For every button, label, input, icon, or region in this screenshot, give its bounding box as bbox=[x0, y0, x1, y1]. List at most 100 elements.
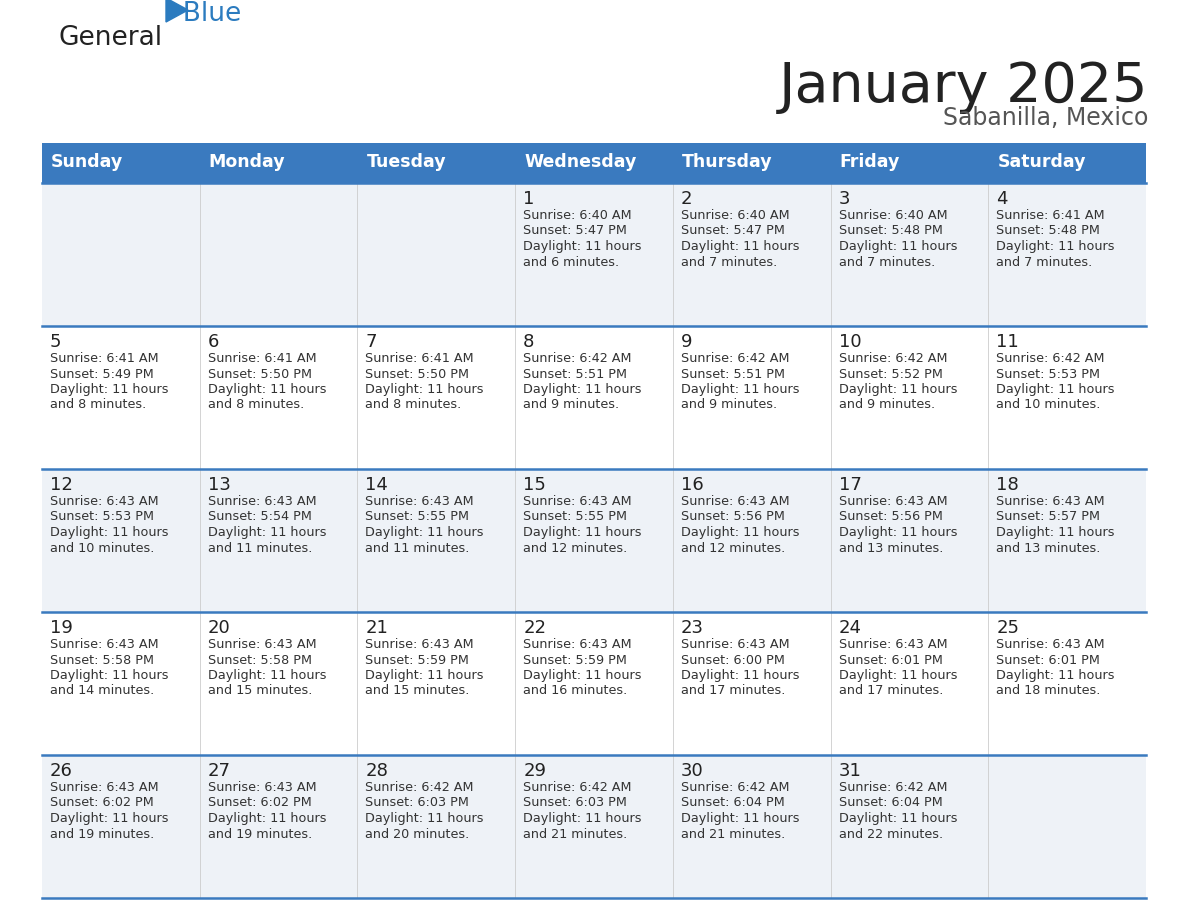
Text: 19: 19 bbox=[50, 619, 72, 637]
Text: 14: 14 bbox=[366, 476, 388, 494]
Bar bbox=[42, 183, 1146, 326]
Text: Sunset: 5:53 PM: Sunset: 5:53 PM bbox=[997, 367, 1100, 380]
Text: and 18 minutes.: and 18 minutes. bbox=[997, 685, 1100, 698]
Text: Sunset: 6:03 PM: Sunset: 6:03 PM bbox=[366, 797, 469, 810]
Text: Daylight: 11 hours: Daylight: 11 hours bbox=[839, 812, 958, 825]
Text: Daylight: 11 hours: Daylight: 11 hours bbox=[839, 383, 958, 396]
Text: 31: 31 bbox=[839, 762, 861, 780]
Text: Sunset: 6:01 PM: Sunset: 6:01 PM bbox=[839, 654, 942, 666]
Polygon shape bbox=[166, 0, 188, 22]
Text: Daylight: 11 hours: Daylight: 11 hours bbox=[997, 383, 1114, 396]
Text: Daylight: 11 hours: Daylight: 11 hours bbox=[681, 812, 800, 825]
Text: Sunrise: 6:43 AM: Sunrise: 6:43 AM bbox=[208, 781, 316, 794]
Text: 5: 5 bbox=[50, 333, 62, 351]
Text: Daylight: 11 hours: Daylight: 11 hours bbox=[366, 383, 484, 396]
Text: Sunrise: 6:43 AM: Sunrise: 6:43 AM bbox=[523, 495, 632, 508]
Bar bbox=[516, 143, 672, 183]
Text: Daylight: 11 hours: Daylight: 11 hours bbox=[208, 383, 327, 396]
Text: Daylight: 11 hours: Daylight: 11 hours bbox=[50, 526, 169, 539]
Text: Daylight: 11 hours: Daylight: 11 hours bbox=[523, 669, 642, 682]
Text: 8: 8 bbox=[523, 333, 535, 351]
Text: Sunset: 5:59 PM: Sunset: 5:59 PM bbox=[523, 654, 627, 666]
Text: and 19 minutes.: and 19 minutes. bbox=[50, 827, 154, 841]
Text: 18: 18 bbox=[997, 476, 1019, 494]
Bar bbox=[42, 143, 200, 183]
Text: Sunrise: 6:41 AM: Sunrise: 6:41 AM bbox=[366, 352, 474, 365]
Text: Thursday: Thursday bbox=[682, 153, 772, 171]
Text: 20: 20 bbox=[208, 619, 230, 637]
Bar bbox=[42, 469, 1146, 612]
Text: Sunday: Sunday bbox=[51, 153, 124, 171]
Text: Daylight: 11 hours: Daylight: 11 hours bbox=[681, 669, 800, 682]
Text: Daylight: 11 hours: Daylight: 11 hours bbox=[839, 240, 958, 253]
Text: and 22 minutes.: and 22 minutes. bbox=[839, 827, 943, 841]
Text: Sunrise: 6:43 AM: Sunrise: 6:43 AM bbox=[681, 638, 790, 651]
Text: Sunset: 5:50 PM: Sunset: 5:50 PM bbox=[208, 367, 311, 380]
Text: 25: 25 bbox=[997, 619, 1019, 637]
Text: 21: 21 bbox=[366, 619, 388, 637]
Text: Sunrise: 6:40 AM: Sunrise: 6:40 AM bbox=[681, 209, 790, 222]
Bar bbox=[200, 143, 358, 183]
Text: Sunrise: 6:41 AM: Sunrise: 6:41 AM bbox=[997, 209, 1105, 222]
Text: and 12 minutes.: and 12 minutes. bbox=[681, 542, 785, 554]
Text: Blue: Blue bbox=[166, 1, 241, 27]
Text: Sunset: 5:56 PM: Sunset: 5:56 PM bbox=[681, 510, 785, 523]
Text: Daylight: 11 hours: Daylight: 11 hours bbox=[50, 383, 169, 396]
Text: January 2025: January 2025 bbox=[778, 60, 1148, 114]
Text: Sunset: 5:47 PM: Sunset: 5:47 PM bbox=[681, 225, 785, 238]
Text: Daylight: 11 hours: Daylight: 11 hours bbox=[997, 240, 1114, 253]
Text: Daylight: 11 hours: Daylight: 11 hours bbox=[50, 669, 169, 682]
Text: Sunrise: 6:41 AM: Sunrise: 6:41 AM bbox=[50, 352, 159, 365]
Text: Daylight: 11 hours: Daylight: 11 hours bbox=[366, 812, 484, 825]
Text: Daylight: 11 hours: Daylight: 11 hours bbox=[997, 526, 1114, 539]
Text: 29: 29 bbox=[523, 762, 546, 780]
Text: and 13 minutes.: and 13 minutes. bbox=[839, 542, 943, 554]
Text: 12: 12 bbox=[50, 476, 72, 494]
Text: Daylight: 11 hours: Daylight: 11 hours bbox=[681, 526, 800, 539]
Text: Sunrise: 6:43 AM: Sunrise: 6:43 AM bbox=[50, 781, 159, 794]
Text: Sunset: 5:51 PM: Sunset: 5:51 PM bbox=[681, 367, 785, 380]
Text: Sunrise: 6:41 AM: Sunrise: 6:41 AM bbox=[208, 352, 316, 365]
Text: and 11 minutes.: and 11 minutes. bbox=[208, 542, 312, 554]
Text: Sunrise: 6:42 AM: Sunrise: 6:42 AM bbox=[839, 352, 947, 365]
Text: Sunset: 5:55 PM: Sunset: 5:55 PM bbox=[366, 510, 469, 523]
Text: and 12 minutes.: and 12 minutes. bbox=[523, 542, 627, 554]
Text: and 7 minutes.: and 7 minutes. bbox=[997, 255, 1093, 268]
Text: Daylight: 11 hours: Daylight: 11 hours bbox=[523, 812, 642, 825]
Text: Daylight: 11 hours: Daylight: 11 hours bbox=[523, 526, 642, 539]
Text: Sunrise: 6:43 AM: Sunrise: 6:43 AM bbox=[997, 495, 1105, 508]
Text: 22: 22 bbox=[523, 619, 546, 637]
Text: and 8 minutes.: and 8 minutes. bbox=[366, 398, 462, 411]
Text: Sunset: 5:47 PM: Sunset: 5:47 PM bbox=[523, 225, 627, 238]
Text: 2: 2 bbox=[681, 190, 693, 208]
Text: 30: 30 bbox=[681, 762, 703, 780]
Text: Daylight: 11 hours: Daylight: 11 hours bbox=[523, 240, 642, 253]
Text: Sunrise: 6:40 AM: Sunrise: 6:40 AM bbox=[523, 209, 632, 222]
Text: 17: 17 bbox=[839, 476, 861, 494]
Text: Saturday: Saturday bbox=[997, 153, 1086, 171]
Text: Daylight: 11 hours: Daylight: 11 hours bbox=[366, 526, 484, 539]
Text: Daylight: 11 hours: Daylight: 11 hours bbox=[839, 669, 958, 682]
Text: Daylight: 11 hours: Daylight: 11 hours bbox=[523, 383, 642, 396]
Text: Sunrise: 6:42 AM: Sunrise: 6:42 AM bbox=[997, 352, 1105, 365]
Text: Daylight: 11 hours: Daylight: 11 hours bbox=[681, 383, 800, 396]
Bar bbox=[672, 143, 830, 183]
Text: Sunset: 5:50 PM: Sunset: 5:50 PM bbox=[366, 367, 469, 380]
Text: and 10 minutes.: and 10 minutes. bbox=[50, 542, 154, 554]
Bar bbox=[358, 143, 516, 183]
Text: Tuesday: Tuesday bbox=[366, 153, 446, 171]
Text: Sabanilla, Mexico: Sabanilla, Mexico bbox=[942, 106, 1148, 130]
Text: Sunset: 5:58 PM: Sunset: 5:58 PM bbox=[208, 654, 311, 666]
Text: Friday: Friday bbox=[840, 153, 901, 171]
Text: 15: 15 bbox=[523, 476, 546, 494]
Text: and 20 minutes.: and 20 minutes. bbox=[366, 827, 469, 841]
Text: Sunset: 5:52 PM: Sunset: 5:52 PM bbox=[839, 367, 942, 380]
Text: Sunset: 5:49 PM: Sunset: 5:49 PM bbox=[50, 367, 153, 380]
Text: and 9 minutes.: and 9 minutes. bbox=[839, 398, 935, 411]
Text: Sunset: 6:04 PM: Sunset: 6:04 PM bbox=[681, 797, 784, 810]
Text: 4: 4 bbox=[997, 190, 1007, 208]
Text: Daylight: 11 hours: Daylight: 11 hours bbox=[208, 669, 327, 682]
Bar bbox=[42, 326, 1146, 469]
Text: 24: 24 bbox=[839, 619, 861, 637]
Text: Sunset: 6:03 PM: Sunset: 6:03 PM bbox=[523, 797, 627, 810]
